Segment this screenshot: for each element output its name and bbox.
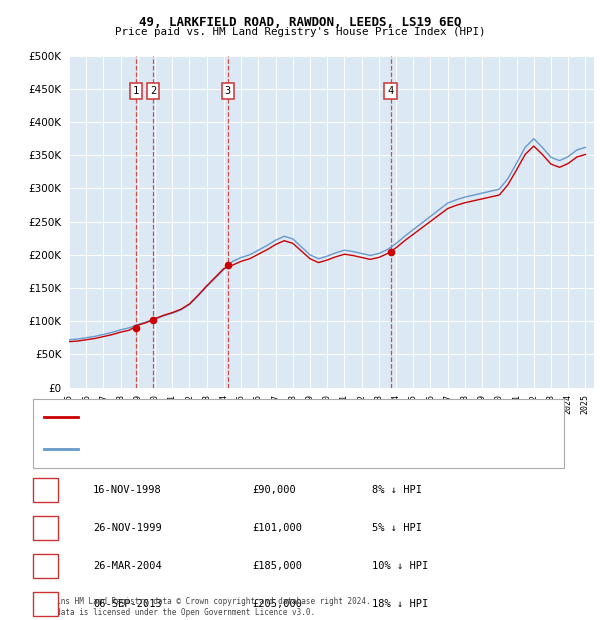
Text: 18% ↓ HPI: 18% ↓ HPI (372, 599, 428, 609)
Text: 8% ↓ HPI: 8% ↓ HPI (372, 485, 422, 495)
Text: 2: 2 (43, 523, 49, 533)
Text: 3: 3 (225, 86, 231, 95)
Text: 49, LARKFIELD ROAD, RAWDON, LEEDS, LS19 6EQ (detached house): 49, LARKFIELD ROAD, RAWDON, LEEDS, LS19 … (84, 413, 429, 422)
Text: 16-NOV-1998: 16-NOV-1998 (93, 485, 162, 495)
Text: 26-MAR-2004: 26-MAR-2004 (93, 561, 162, 571)
Text: 4: 4 (43, 599, 49, 609)
Text: 10% ↓ HPI: 10% ↓ HPI (372, 561, 428, 571)
Text: £90,000: £90,000 (252, 485, 296, 495)
Text: 3: 3 (43, 561, 49, 571)
Text: HPI: Average price, detached house, Leeds: HPI: Average price, detached house, Leed… (84, 445, 320, 454)
Text: 26-NOV-1999: 26-NOV-1999 (93, 523, 162, 533)
Text: 2: 2 (150, 86, 157, 95)
Text: Price paid vs. HM Land Registry's House Price Index (HPI): Price paid vs. HM Land Registry's House … (115, 27, 485, 37)
Text: 1: 1 (43, 485, 49, 495)
Text: £101,000: £101,000 (252, 523, 302, 533)
Text: £185,000: £185,000 (252, 561, 302, 571)
Text: £205,000: £205,000 (252, 599, 302, 609)
Text: 5% ↓ HPI: 5% ↓ HPI (372, 523, 422, 533)
Text: 06-SEP-2013: 06-SEP-2013 (93, 599, 162, 609)
Text: 49, LARKFIELD ROAD, RAWDON, LEEDS, LS19 6EQ: 49, LARKFIELD ROAD, RAWDON, LEEDS, LS19 … (139, 16, 461, 29)
Text: Contains HM Land Registry data © Crown copyright and database right 2024.
This d: Contains HM Land Registry data © Crown c… (33, 598, 371, 617)
Text: 4: 4 (388, 86, 394, 95)
Text: 1: 1 (133, 86, 139, 95)
